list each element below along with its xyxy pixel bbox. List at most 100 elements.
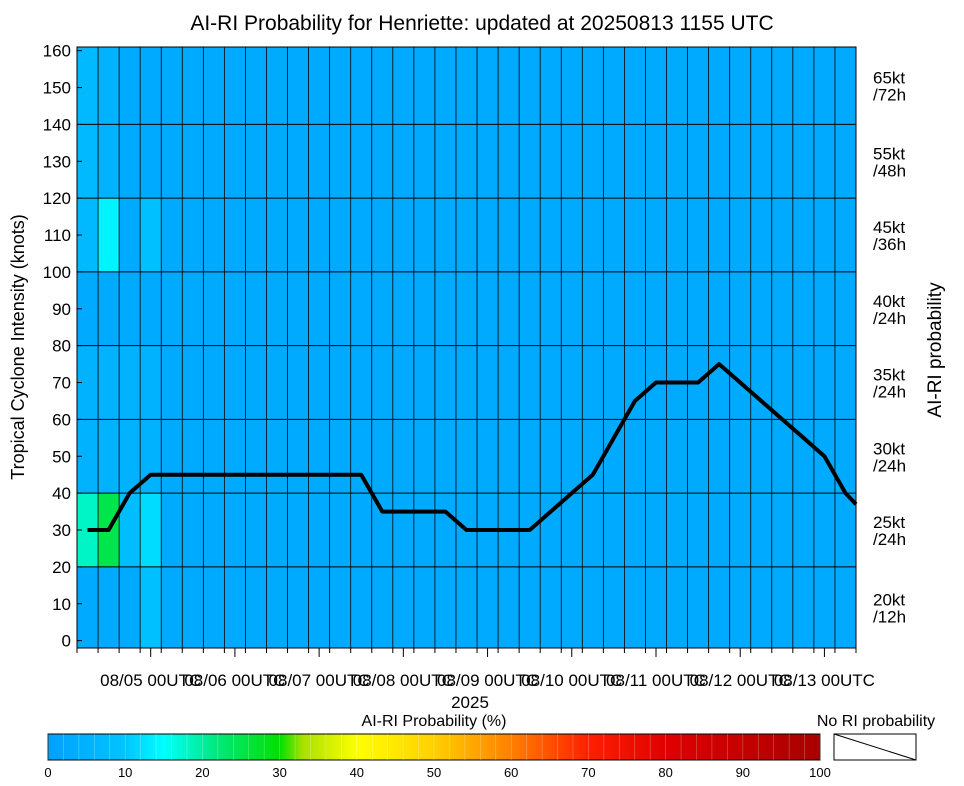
heatmap-cell <box>666 47 688 125</box>
heatmap-cell <box>813 124 836 199</box>
heatmap-cell <box>119 419 141 494</box>
heatmap-cell <box>519 345 541 420</box>
heatmap-cell <box>350 271 373 346</box>
colorbar-label: AI-RI Probability (%) <box>362 713 507 730</box>
band-gridlines <box>77 123 856 568</box>
y-tick-label: 0 <box>62 632 71 651</box>
heatmap-cell <box>455 566 478 648</box>
heatmap-cell <box>119 345 141 420</box>
band-label: 25kt/24h <box>873 513 906 549</box>
heatmap-cell <box>498 124 520 199</box>
heatmap-cell <box>182 345 204 420</box>
heatmap-cell <box>498 47 520 125</box>
heatmap-cell <box>119 493 141 567</box>
heatmap-cell <box>645 198 667 272</box>
heatmap-cell <box>434 271 457 346</box>
heatmap-cell <box>98 47 120 125</box>
heatmap-cell <box>77 198 99 272</box>
heatmap-cell <box>392 493 415 567</box>
x-tick-label: 08/12 00UTC <box>690 671 791 690</box>
heatmap-cell <box>98 345 120 420</box>
heatmap-cell <box>666 124 688 199</box>
heatmap-cell <box>77 47 99 125</box>
heatmap-cell <box>182 493 204 567</box>
time-gridlines <box>97 47 836 648</box>
heatmap-cell <box>413 198 436 272</box>
heatmap-cell <box>540 124 562 199</box>
heatmap-cell <box>77 566 99 648</box>
heatmap-cell <box>392 345 415 420</box>
heatmap-cell <box>771 419 794 494</box>
y-tick-label: 10 <box>52 595 71 614</box>
heatmap-cell <box>477 124 499 199</box>
heatmap-cell <box>287 271 309 346</box>
heatmap-cell <box>729 271 752 346</box>
heatmap-cell <box>708 124 731 199</box>
heatmap-cell <box>729 566 752 648</box>
y-tick-label: 30 <box>52 521 71 540</box>
plot-frame <box>76 46 857 649</box>
heatmap-cell <box>603 271 625 346</box>
band-label: 40kt/24h <box>873 292 906 328</box>
heatmap-cell <box>666 493 688 567</box>
heatmap-cell <box>813 566 836 648</box>
heatmap-cell <box>477 345 499 420</box>
heatmap-cell <box>603 198 625 272</box>
heatmap-cell <box>392 566 415 648</box>
heatmap-cell <box>266 419 288 494</box>
heatmap-cell <box>708 271 731 346</box>
heatmap-cell <box>266 47 288 125</box>
heatmap-cell <box>666 566 688 648</box>
heatmap-cell <box>434 419 457 494</box>
heatmap-cell <box>245 198 267 272</box>
heatmap-cell <box>519 47 541 125</box>
heatmap-cell <box>455 124 478 199</box>
y-tick-label: 160 <box>43 42 71 61</box>
heatmap-cell <box>392 124 415 199</box>
heatmap-cell <box>161 566 183 648</box>
heatmap-cell <box>540 419 562 494</box>
heatmap-cell <box>413 124 436 199</box>
heatmap-cell <box>771 47 794 125</box>
heatmap-cell <box>708 493 731 567</box>
heatmap-cell <box>603 124 625 199</box>
heatmap-cell <box>266 271 288 346</box>
heatmap-cell <box>834 345 857 420</box>
band-label: 45kt/36h <box>873 218 906 254</box>
heatmap-cell <box>582 124 604 199</box>
heatmap-cell <box>434 198 457 272</box>
heatmap-cell <box>624 198 646 272</box>
heatmap-cell <box>624 345 646 420</box>
heatmap-cell <box>498 271 520 346</box>
heatmap-cell <box>308 345 331 420</box>
heatmap-cell <box>119 566 141 648</box>
colorbar-tick-label: 80 <box>658 765 672 780</box>
heatmap-cell <box>750 47 773 125</box>
heatmap-cell <box>224 271 246 346</box>
heatmap-cell <box>413 345 436 420</box>
heatmap-cell <box>624 124 646 199</box>
heatmap-cell <box>477 419 499 494</box>
x-tick-label: 08/13 00UTC <box>774 671 875 690</box>
heatmap-cell <box>224 345 246 420</box>
x-axis-year-label: 2025 <box>451 693 489 712</box>
heatmap-cell <box>834 124 857 199</box>
heatmap-cell <box>308 493 331 567</box>
colorbar-ticks: 0 10 20 30 40 50 60 70 80 90 100 <box>44 734 831 780</box>
heatmap-cell <box>140 271 162 346</box>
heatmap-cell <box>329 566 352 648</box>
heatmap-cell <box>498 198 520 272</box>
heatmap-cell <box>350 566 373 648</box>
heatmap-cell <box>371 345 394 420</box>
heatmap-cell <box>603 493 625 567</box>
heatmap-cell <box>582 566 604 648</box>
heatmap-cell <box>750 124 773 199</box>
intensity-line <box>87 362 858 532</box>
heatmap-cell <box>519 124 541 199</box>
heatmap-cell <box>140 124 162 199</box>
heatmap-cell <box>666 271 688 346</box>
heatmap-cell <box>161 419 183 494</box>
heatmap-cell <box>771 566 794 648</box>
heatmap-cell <box>582 419 604 494</box>
heatmap-cell <box>645 566 667 648</box>
